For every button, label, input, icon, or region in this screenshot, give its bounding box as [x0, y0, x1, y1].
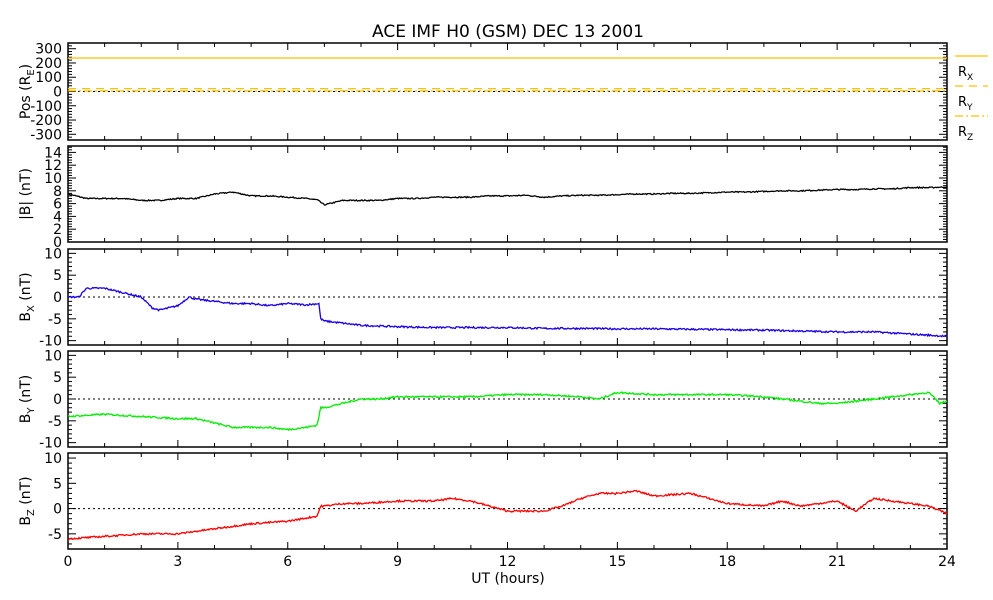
y-tick-label: 14: [44, 145, 62, 161]
y-axis-label-text: B: [18, 414, 34, 424]
y-tick-label: -200: [30, 113, 62, 129]
y-tick-label: -10: [39, 334, 62, 350]
x-tick-label: 12: [499, 554, 517, 570]
y-axis-label-subscript: E: [26, 69, 37, 75]
y-tick-label: -10: [39, 436, 62, 452]
legend-label: RY: [958, 95, 973, 113]
legend-label-subscript: Y: [966, 103, 973, 113]
y-axis-label-subscript: Y: [26, 407, 37, 415]
y-tick-label: -5: [48, 414, 62, 430]
y-tick-label: 2: [53, 222, 62, 238]
series-line-b: [67, 186, 948, 206]
legend-label: RZ: [958, 125, 973, 143]
x-tick-label: 9: [393, 554, 402, 570]
y-axis-label: BY (nT): [18, 375, 37, 424]
y-tick-label: 200: [35, 56, 62, 72]
y-tick-label: 5: [53, 476, 62, 492]
y-tick-label: 0: [53, 290, 62, 306]
panel-3: -10 -5 0 5 10 BY (nT): [18, 348, 948, 452]
panel-frame: [67, 145, 948, 243]
legend-label-subscript: X: [967, 73, 973, 83]
y-axis-label-text: B: [18, 312, 34, 322]
y-tick-label: 10: [44, 171, 62, 187]
y-tick-label: 10: [44, 246, 62, 262]
legend-label-subscript: Z: [967, 133, 973, 143]
x-tick-label: 18: [718, 554, 736, 570]
x-tick-label: 21: [828, 554, 846, 570]
y-tick-label: 0: [53, 392, 62, 408]
series-line-bz: [67, 489, 948, 541]
legend-label-text: R: [958, 125, 967, 140]
chart-title: ACE IMF H0 (GSM) DEC 13 2001: [372, 22, 644, 42]
x-axis-label: UT (hours): [471, 571, 545, 587]
y-axis-label-suffix: (nT): [18, 375, 34, 408]
y-tick-label: 6: [53, 197, 62, 213]
x-tick-label: 3: [173, 554, 182, 570]
y-axis-label-suffix: (nT): [18, 476, 34, 509]
legend-label-text: R: [958, 65, 967, 80]
y-tick-label: -300: [30, 127, 62, 143]
panel-2: -10 -5 0 5 10 BX (nT): [18, 246, 948, 350]
y-tick-label: 5: [53, 268, 62, 284]
y-axis-label: BZ (nT): [18, 476, 37, 525]
x-tick-label: 0: [64, 554, 73, 570]
legend-label-text: R: [958, 95, 967, 110]
y-axis-label: |B| (nT): [18, 168, 34, 220]
y-tick-label: 12: [44, 158, 62, 174]
y-axis-label-subscript: Z: [26, 509, 37, 516]
y-axis-label-suffix: ): [18, 64, 34, 69]
y-tick-label: 4: [53, 209, 62, 225]
y-tick-label: 0: [53, 502, 62, 518]
y-axis-label-text: |B| (nT): [18, 168, 34, 220]
series-line-by: [67, 391, 948, 432]
y-tick-label: 100: [35, 70, 62, 86]
y-tick-label: -5: [48, 527, 62, 543]
y-tick-label: 0: [53, 85, 62, 101]
y-tick-label: -5: [48, 312, 62, 328]
y-axis-label-text: Pos (R: [18, 75, 34, 119]
x-tick-label: 24: [938, 554, 956, 570]
x-tick-label: 6: [283, 554, 292, 570]
y-tick-label: -100: [30, 99, 62, 115]
panel-frame: [67, 452, 948, 550]
y-tick-label: 10: [44, 451, 62, 467]
legend-label: RX: [958, 65, 973, 83]
y-tick-label: 300: [35, 42, 62, 58]
y-axis-label-text: B: [18, 516, 34, 526]
y-tick-label: 0: [53, 235, 62, 251]
y-axis-label: Pos (RE): [18, 64, 37, 119]
series-line-bx: [67, 286, 948, 338]
x-tick-label: 15: [608, 554, 626, 570]
y-tick-label: 10: [44, 348, 62, 364]
y-axis-label-suffix: (nT): [18, 272, 34, 305]
y-tick-label: 5: [53, 370, 62, 386]
y-axis-label-subscript: X: [26, 305, 37, 312]
y-tick-label: 8: [53, 184, 62, 200]
y-axis-label: BX (nT): [18, 272, 37, 321]
